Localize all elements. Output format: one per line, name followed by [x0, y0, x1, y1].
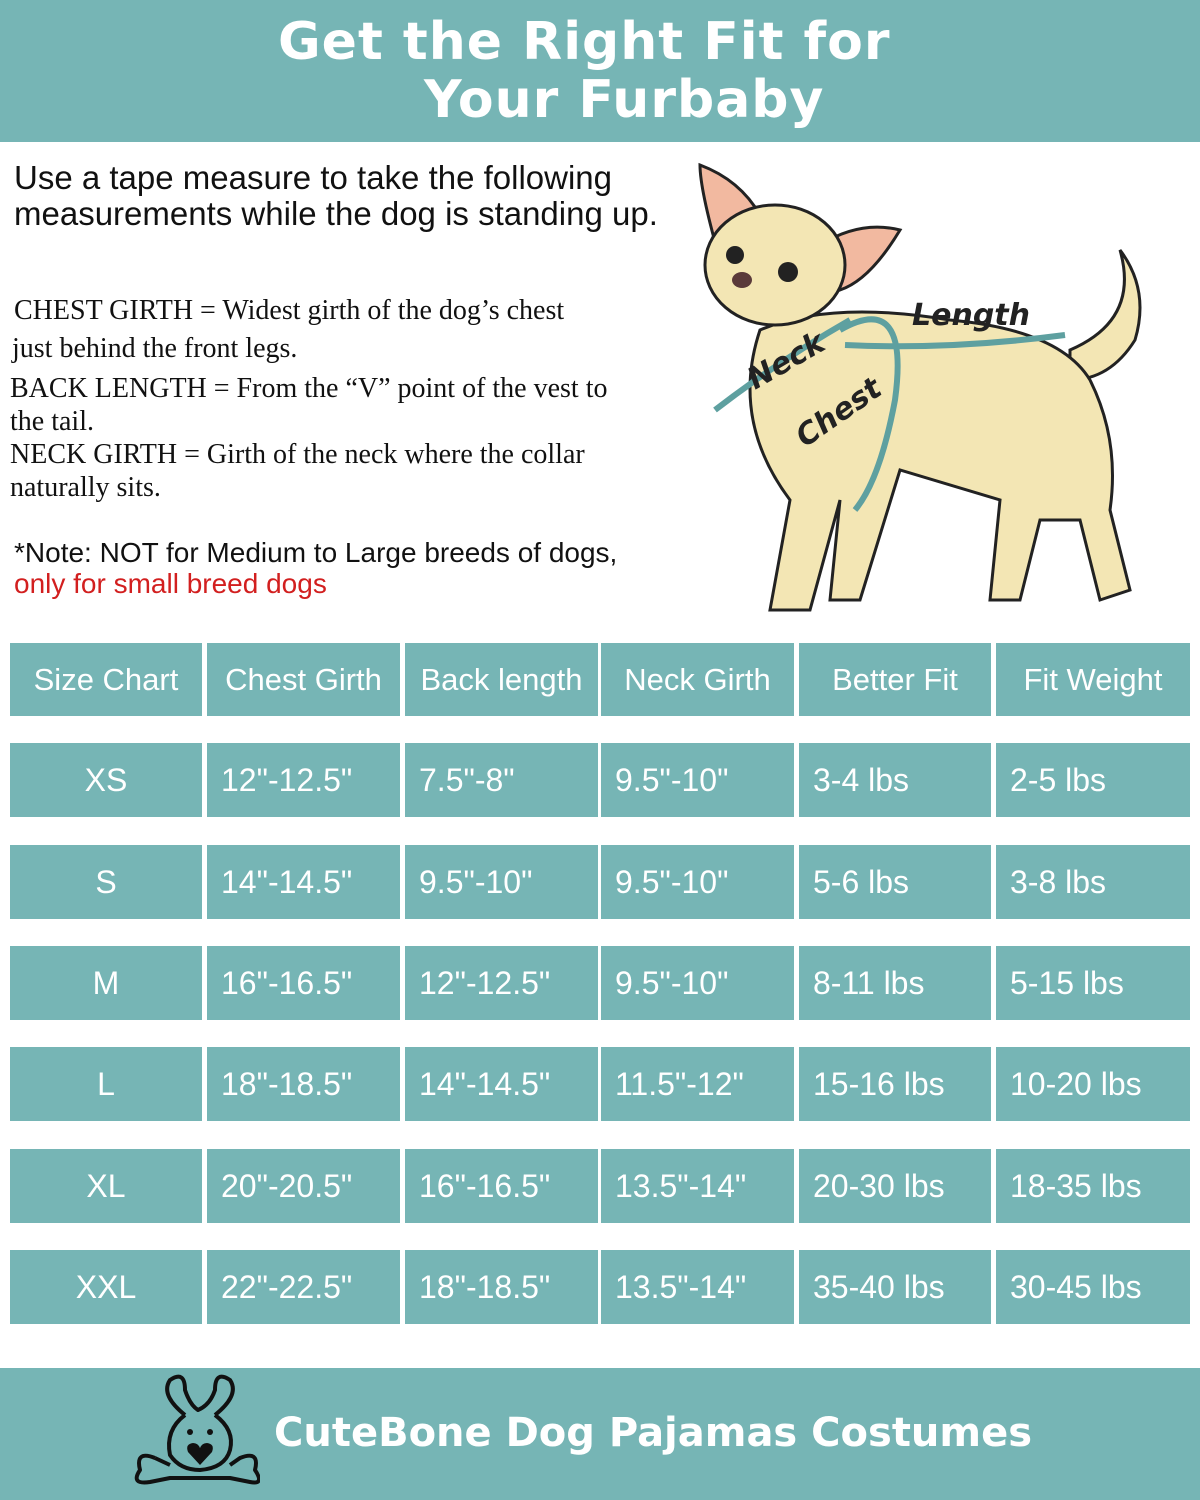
cell-better-fit: 8-11 lbs	[799, 946, 991, 1020]
neck-def-2: naturally sits.	[10, 472, 161, 503]
cell-better-fit: 35-40 lbs	[799, 1250, 991, 1324]
cell-better-fit: 20-30 lbs	[799, 1149, 991, 1223]
cell-neck-girth: 13.5"-14"	[601, 1149, 794, 1223]
cell-back-length: 9.5"-10"	[405, 845, 598, 919]
chest-def-1: CHEST GIRTH = Widest girth of the dog’s …	[14, 295, 565, 326]
cell-size: XL	[10, 1149, 202, 1223]
header-cell-size: Size Chart	[10, 643, 202, 716]
cell-chest-girth: 12"-12.5"	[207, 743, 400, 817]
back-def-2: the tail.	[10, 406, 94, 437]
cell-back-length: 18"-18.5"	[405, 1250, 598, 1324]
cell-chest-girth: 16"-16.5"	[207, 946, 400, 1020]
cell-fit-weight: 3-8 lbs	[996, 845, 1190, 919]
cell-neck-girth: 13.5"-14"	[601, 1250, 794, 1324]
cell-size: XS	[10, 743, 202, 817]
cell-fit-weight: 10-20 lbs	[996, 1047, 1190, 1121]
cell-fit-weight: 5-15 lbs	[996, 946, 1190, 1020]
cell-better-fit: 3-4 lbs	[799, 743, 991, 817]
header-cell-fit-weight: Fit Weight	[996, 643, 1190, 716]
cell-chest-girth: 22"-22.5"	[207, 1250, 400, 1324]
cell-back-length: 12"-12.5"	[405, 946, 598, 1020]
cell-back-length: 14"-14.5"	[405, 1047, 598, 1121]
cell-back-length: 16"-16.5"	[405, 1149, 598, 1223]
dog-bone-logo	[134, 1374, 260, 1485]
cell-neck-girth: 9.5"-10"	[601, 743, 794, 817]
cell-neck-girth: 9.5"-10"	[601, 946, 794, 1020]
cell-chest-girth: 18"-18.5"	[207, 1047, 400, 1121]
cell-back-length: 7.5"-8"	[405, 743, 598, 817]
cell-neck-girth: 11.5"-12"	[601, 1047, 794, 1121]
chest-def-2: just behind the front legs.	[12, 333, 298, 364]
neck-def-1: NECK GIRTH = Girth of the neck where the…	[10, 439, 585, 470]
back-def-1: BACK LENGTH = From the “V” point of the …	[10, 373, 608, 404]
cell-size: S	[10, 845, 202, 919]
cell-fit-weight: 30-45 lbs	[996, 1250, 1190, 1324]
intro-text: Use a tape measure to take the following…	[14, 159, 658, 232]
cell-size: XXL	[10, 1250, 202, 1324]
length-label: Length	[912, 298, 1030, 333]
brand-name: CuteBone Dog Pajamas Costumes	[274, 1410, 1033, 1456]
header-cell-chest-girth: Chest Girth	[207, 643, 400, 716]
header-cell-back-length: Back length	[405, 643, 598, 716]
cell-neck-girth: 9.5"-10"	[601, 845, 794, 919]
cell-fit-weight: 2-5 lbs	[996, 743, 1190, 817]
header-cell-neck-girth: Neck Girth	[601, 643, 794, 716]
dog-illustration: Neck Chest Length	[698, 162, 1142, 612]
title-line-2: Your Furbaby	[424, 70, 825, 130]
cell-better-fit: 5-6 lbs	[799, 845, 991, 919]
note: *Note: NOT for Medium to Large breeds of…	[14, 537, 617, 599]
title-line-1: Get the Right Fit for	[278, 12, 891, 72]
note-highlight: only for small breed dogs	[14, 568, 327, 599]
cell-better-fit: 15-16 lbs	[799, 1047, 991, 1121]
cell-size: L	[10, 1047, 202, 1121]
header-banner: Get the Right Fit for Your Furbaby	[0, 0, 1200, 142]
note-text: *Note: NOT for Medium to Large breeds of…	[14, 537, 618, 568]
cell-fit-weight: 18-35 lbs	[996, 1149, 1190, 1223]
header-cell-better-fit: Better Fit	[799, 643, 991, 716]
cell-chest-girth: 14"-14.5"	[207, 845, 400, 919]
cell-chest-girth: 20"-20.5"	[207, 1149, 400, 1223]
cell-size: M	[10, 946, 202, 1020]
